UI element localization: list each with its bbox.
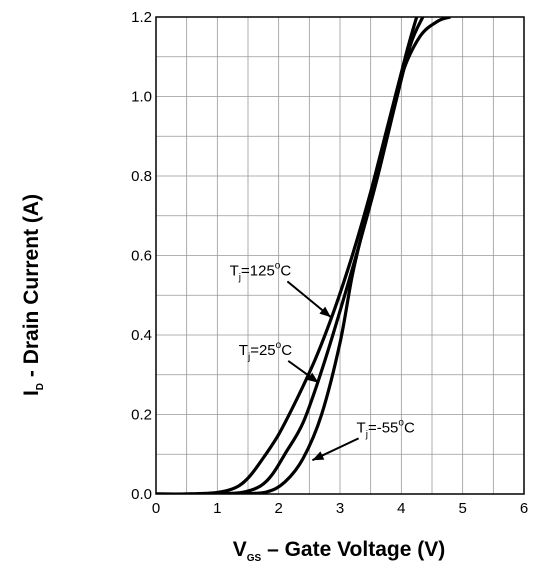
x-tick-label: 3	[336, 500, 344, 517]
series-label-2: Tj=-55oC	[357, 417, 415, 440]
annotation-arrowhead-0	[319, 306, 331, 318]
x-tick-label: 2	[274, 500, 282, 517]
y-tick-label: 0.4	[131, 327, 152, 344]
annotation-arrowhead-1	[307, 372, 319, 383]
y-tick-label: 1.2	[131, 9, 152, 26]
y-tick-label: 1.0	[131, 89, 152, 106]
y-tick-label: 0.0	[131, 486, 152, 503]
x-tick-label: 6	[520, 500, 528, 517]
plot-frame	[155, 16, 525, 495]
series-label-0: Tj=125oC	[230, 260, 292, 283]
x-tick-label: 4	[397, 500, 405, 517]
series-annotations: Tj=125oC Tj=25oC Tj=-55oC	[230, 260, 415, 462]
x-tick-labels: 0 1 2 3 4 5 6	[152, 500, 528, 517]
x-tick-label: 0	[152, 500, 160, 517]
annotation-arrowhead-2	[312, 451, 325, 461]
x-axis-title: VGS – Gate Voltage (V)	[233, 538, 445, 564]
x-tick-label: 1	[213, 500, 221, 517]
series-line-0	[156, 17, 419, 494]
y-tick-label: 0.8	[131, 168, 152, 185]
y-tick-label: 0.2	[131, 407, 152, 424]
y-tick-labels: 0.0 0.2 0.4 0.6 0.8 1.0 1.2	[131, 9, 152, 503]
chart-grid	[156, 17, 524, 494]
x-tick-label: 5	[458, 500, 466, 517]
y-tick-label: 0.6	[131, 248, 152, 265]
y-axis-title: ID - Drain Current (A)	[20, 194, 46, 396]
series-label-1: Tj=25oC	[239, 340, 292, 363]
